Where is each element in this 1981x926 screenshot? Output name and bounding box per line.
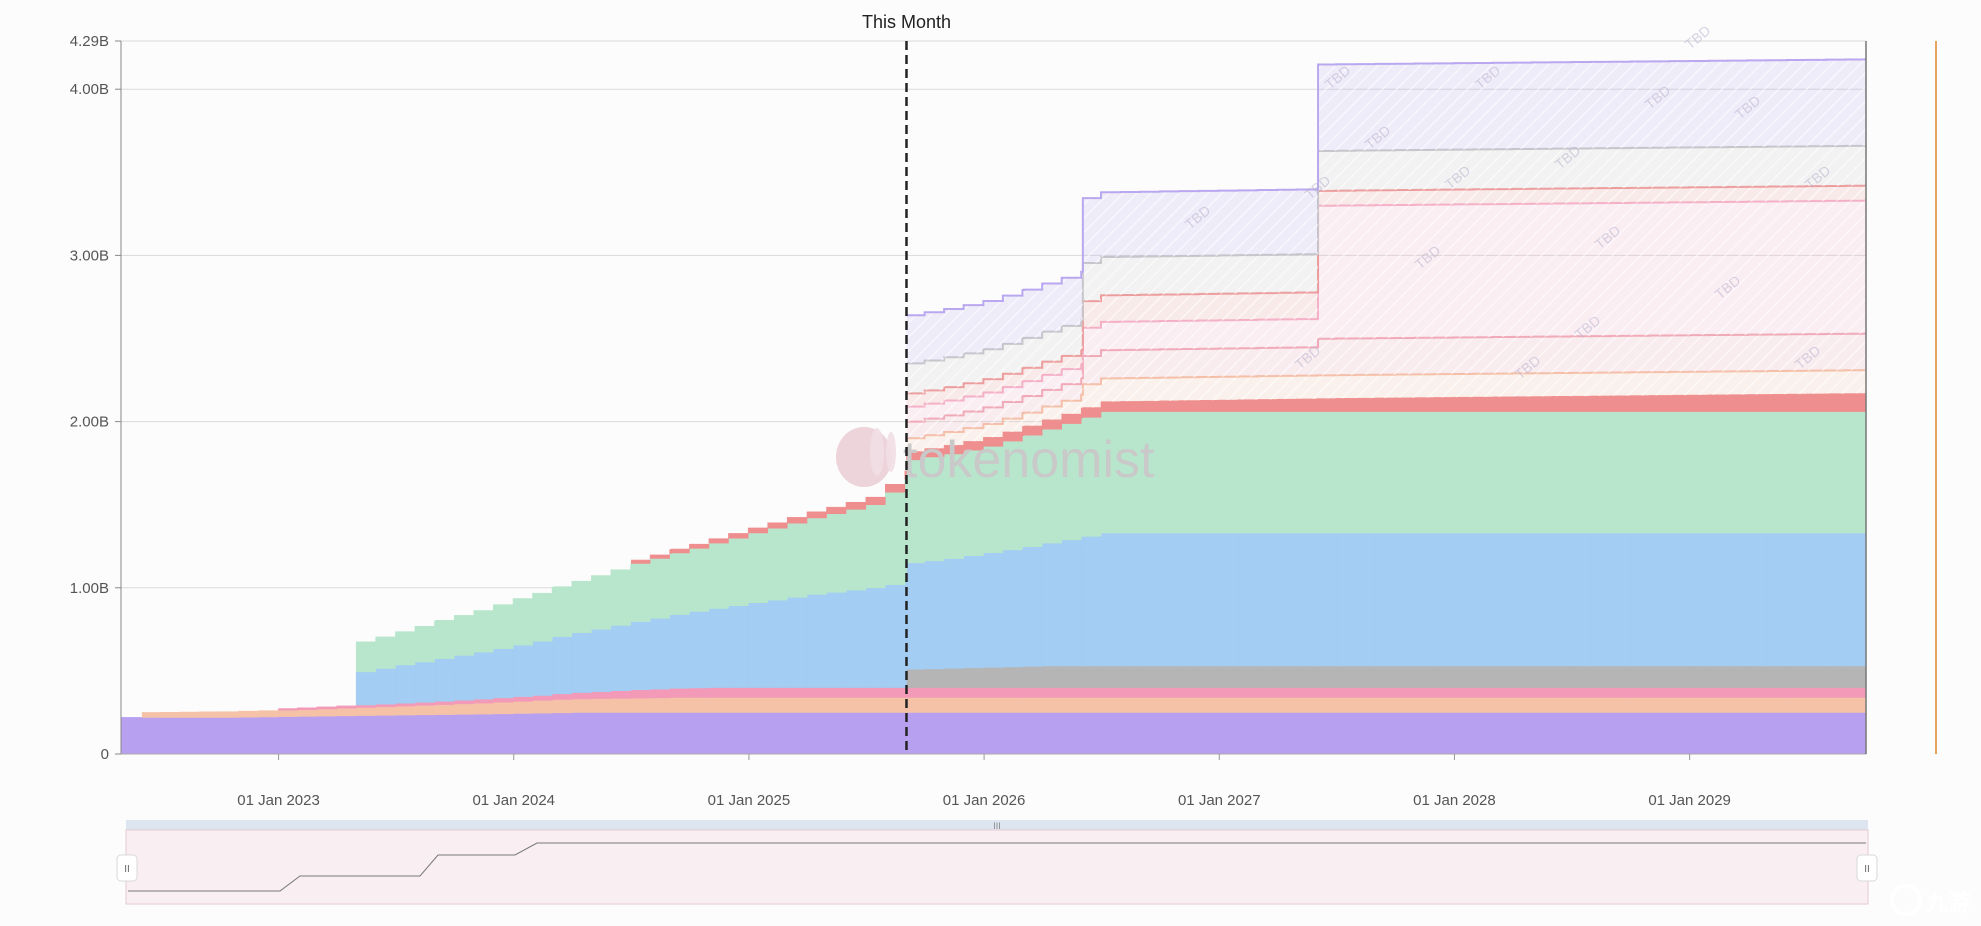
navigator-scrollbar[interactable] [126,820,1868,830]
navigator-right-handle[interactable]: II [1856,854,1878,882]
navigator-left-handle[interactable]: II [116,854,138,882]
corner-logo-icon [1890,884,1922,916]
tbd-line-6 [906,58,1867,317]
x-tick-label: 01 Jan 2029 [1648,792,1731,809]
y-tick-label: 2.00B [70,414,109,431]
tbd-hatch-2 [906,333,1866,439]
watermark-text: tokenomist [903,431,1155,489]
y-tick-label: 1.00B [70,580,109,597]
y-tick-label: 4.00B [70,81,109,98]
tbd-hatch-4 [906,185,1866,407]
area-series-4 [906,665,1867,688]
tbd-hatch-1 [906,370,1866,452]
corner-watermark: 九游 [1890,884,1970,916]
navigator[interactable]: III II II [116,820,1878,905]
x-tick-label: 01 Jan 2025 [708,792,791,809]
navigator-window[interactable] [125,829,1869,905]
y-tick-label: 4.29B [70,33,109,50]
right-handle-icon[interactable]: II [1864,864,1870,875]
tbd-label: TBD [1682,22,1714,52]
this-month-label: This Month [862,12,951,32]
axes [120,41,1937,755]
tbd-hatch-5 [906,145,1866,394]
x-tick-labels: 01 Jan 2023 01 Jan 2024 01 Jan 2025 01 Jan … [237,754,1731,809]
x-tick-label: 01 Jan 2026 [943,792,1026,809]
plot-areas [120,393,1867,755]
navigator-series-line [128,842,1866,892]
left-handle-icon[interactable]: II [124,864,130,875]
tbd-hatch-6 [906,59,1866,364]
this-month-marker: This Month [862,12,951,754]
tbd-hatch-3 [906,200,1866,422]
area-series-1 [120,712,1867,755]
x-tick-label: 01 Jan 2027 [1178,792,1261,809]
watermark: tokenomist [836,427,1155,489]
y-tick-label: 3.00B [70,247,109,264]
y-tick-labels: 0 1.00B 2.00B 3.00B 4.00B 4.29B [70,33,109,763]
x-tick-label: 01 Jan 2023 [237,792,320,809]
y-tick-label: 0 [101,746,109,763]
watermark-logo-icon [836,427,896,487]
x-tick-label: 01 Jan 2024 [472,792,555,809]
corner-watermark-text: 九游 [1925,890,1970,915]
x-tick-label: 01 Jan 2028 [1413,792,1496,809]
navigator-grip-icon[interactable]: III [993,821,1001,831]
